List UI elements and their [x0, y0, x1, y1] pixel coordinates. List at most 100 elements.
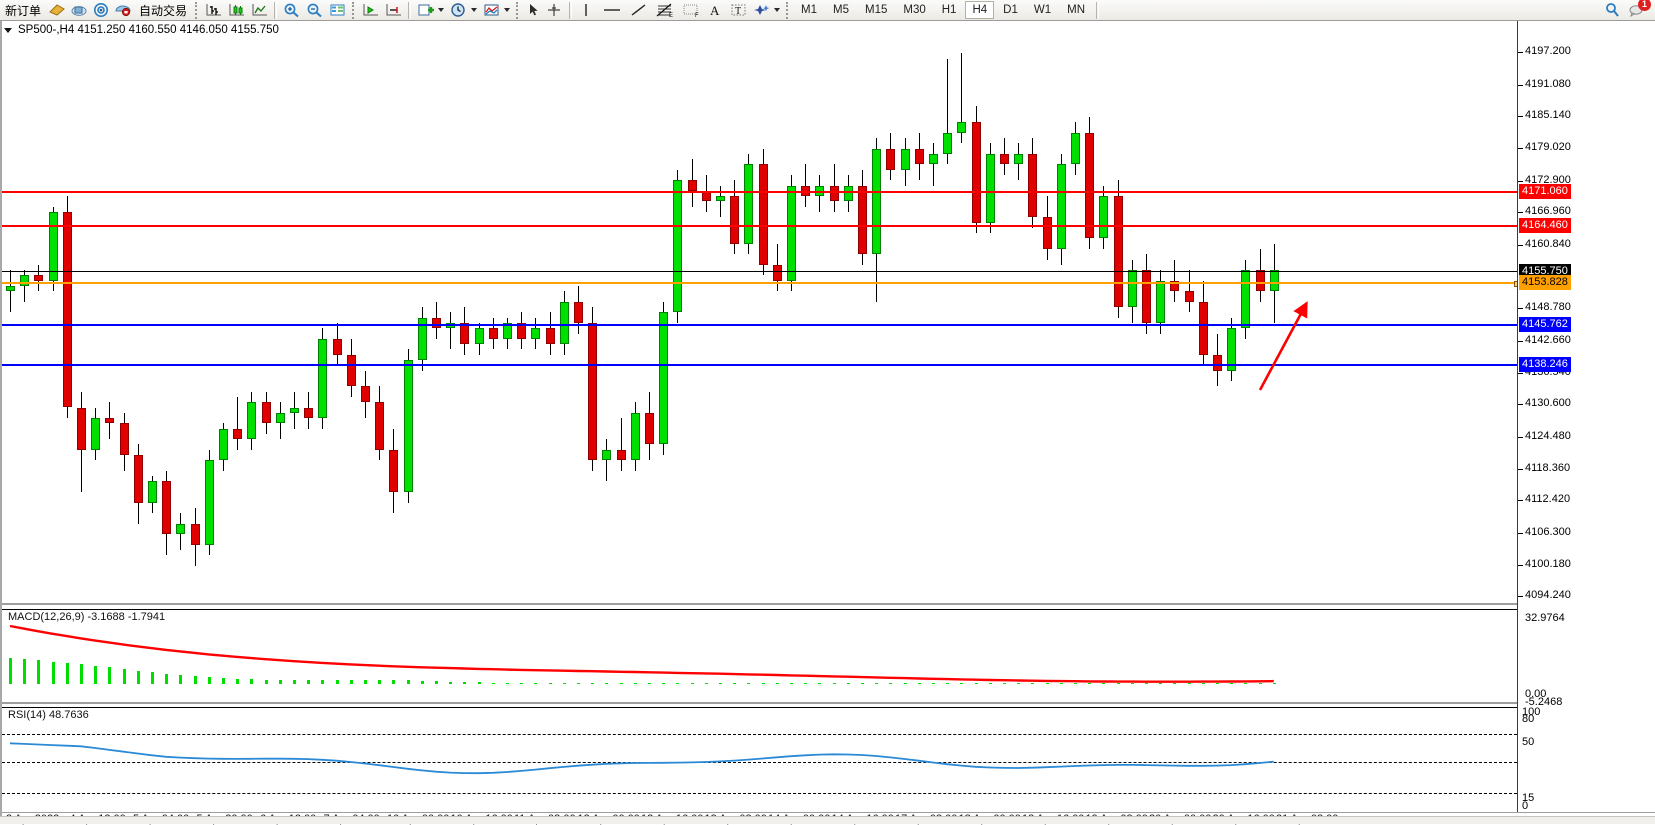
line-chart-icon[interactable]	[248, 1, 271, 20]
candle-body-bullish	[659, 312, 669, 445]
shapes-dropdown-caret[interactable]	[774, 8, 781, 12]
candle	[517, 35, 527, 603]
timeframe-m15[interactable]: M15	[865, 4, 888, 16]
cloud-icon[interactable]	[68, 1, 90, 20]
candle-body-bearish	[1255, 270, 1265, 292]
candle-body-bearish	[1198, 301, 1208, 355]
indicators-icon[interactable]	[414, 1, 437, 20]
templates-dropdown-caret[interactable]	[504, 8, 511, 12]
zoom-in-icon[interactable]	[280, 1, 303, 20]
indicators-dropdown-caret[interactable]	[438, 8, 445, 12]
candle-wick	[620, 418, 622, 471]
market-icon[interactable]	[112, 1, 134, 20]
candle	[1113, 35, 1123, 603]
toolbar-grip-1[interactable]	[195, 1, 199, 19]
macd-histogram-bar	[818, 682, 822, 684]
level-line-resistance-2[interactable]	[2, 225, 1517, 228]
macd-histogram-bar	[9, 658, 12, 684]
zoom-out-icon[interactable]	[303, 1, 326, 20]
vertical-line-icon[interactable]	[575, 1, 598, 20]
price-tick	[1518, 84, 1523, 86]
candle-body-bullish	[219, 428, 228, 461]
candlestick-chart-icon[interactable]	[225, 1, 248, 20]
rsi-guide-80	[2, 734, 1517, 736]
periods-dropdown-caret[interactable]	[471, 8, 478, 12]
macd-histogram-bar	[1102, 682, 1106, 684]
macd-histogram-bar	[1145, 682, 1148, 684]
up-arrow-annotation[interactable]	[2, 35, 1517, 603]
crosshair-icon[interactable]	[543, 1, 566, 20]
macd-histogram-bar	[988, 682, 992, 684]
chart-menu-caret-icon[interactable]	[4, 27, 12, 33]
timeframe-m1[interactable]: M1	[801, 4, 818, 16]
cursor-icon[interactable]	[523, 1, 543, 20]
macd-histogram-bar	[662, 682, 666, 684]
price-chip[interactable]: 4164.460	[1519, 218, 1571, 234]
timeframe-d1[interactable]: D1	[1003, 4, 1018, 16]
templates-icon[interactable]	[480, 1, 503, 20]
auto-scroll-icon[interactable]	[359, 1, 382, 20]
price-chip[interactable]: 4145.762	[1519, 317, 1571, 333]
level-line-support-2[interactable]	[2, 363, 1517, 366]
candle-body-bullish	[1056, 164, 1066, 249]
price-tick	[1518, 180, 1523, 182]
candle	[403, 35, 413, 603]
signals-icon[interactable]	[90, 1, 112, 20]
label-icon[interactable]: T	[727, 1, 750, 20]
candle-body-bullish	[1156, 280, 1166, 323]
new-order-icon[interactable]	[46, 1, 68, 20]
timeframe-h1[interactable]: H1	[941, 4, 957, 16]
price-chip[interactable]: 4153.828	[1519, 274, 1571, 290]
timeframe-m30[interactable]: M30	[903, 4, 926, 16]
macd-histogram-bar	[1244, 682, 1248, 684]
price-chip[interactable]: 4171.060	[1519, 183, 1571, 199]
shapes-icon[interactable]	[750, 1, 773, 20]
search-icon[interactable]	[1601, 1, 1625, 20]
price-tick	[1518, 404, 1523, 406]
autotrading-button[interactable]: 自动交易	[134, 0, 192, 20]
candle	[673, 35, 683, 603]
candle-body-bullish	[943, 132, 953, 154]
toolbar-grip-2[interactable]	[352, 1, 356, 19]
svg-text:E: E	[669, 13, 673, 18]
timeframe-m5[interactable]: M5	[833, 4, 849, 16]
candle-body-bullish	[204, 460, 214, 545]
timeframe-h4[interactable]: H4	[965, 1, 995, 19]
timeframe-w1[interactable]: W1	[1033, 4, 1052, 16]
rsi-pane[interactable]: RSI(14) 48.7636	[2, 707, 1517, 812]
macd-histogram-bar	[250, 679, 254, 684]
timeframe-mn[interactable]: MN	[1067, 4, 1085, 16]
chart-window[interactable]: SP500-,H4 4151.250 4160.550 4146.050 415…	[0, 21, 1655, 825]
rsi-title: RSI(14) 48.7636	[8, 709, 89, 721]
candle	[630, 35, 640, 603]
symbol-header[interactable]: SP500-,H4 4151.250 4160.550 4146.050 415…	[4, 24, 279, 36]
level-line-current-price[interactable]	[2, 271, 1517, 273]
data-window-icon[interactable]	[326, 1, 349, 20]
level-line-resistance-1[interactable]	[2, 190, 1517, 193]
macd-histogram-bar	[449, 681, 453, 684]
chart-shift-icon[interactable]	[382, 1, 405, 20]
candle-body-bullish	[531, 328, 541, 339]
price-chip[interactable]: 4138.246	[1519, 356, 1571, 372]
price-pane[interactable]	[2, 35, 1520, 603]
toolbar-grip-3[interactable]	[516, 1, 520, 19]
macd-histogram-bar	[761, 682, 765, 684]
fib-fan-icon[interactable]: F	[678, 1, 704, 20]
toolbar-grip-4[interactable]	[786, 1, 790, 19]
level-line-support-1[interactable]	[2, 324, 1517, 327]
trendline-icon[interactable]	[626, 1, 652, 20]
macd-histogram-bar	[1130, 682, 1134, 684]
bar-chart-icon[interactable]	[202, 1, 225, 20]
new-order-button[interactable]: 新订单	[0, 0, 46, 20]
horizontal-line-icon[interactable]	[598, 1, 626, 20]
macd-histogram-bar	[917, 682, 921, 684]
macd-histogram-bar	[676, 682, 680, 684]
notifications-icon[interactable]: 1	[1625, 0, 1651, 20]
fibonacci-icon[interactable]: E	[652, 1, 678, 20]
text-icon[interactable]: A	[704, 1, 727, 20]
periods-icon[interactable]	[447, 1, 470, 20]
price-tick	[1518, 116, 1523, 118]
candle	[91, 35, 101, 603]
price-scale[interactable]: 4197.200 4191.080 4185.140 4179.020 4172.900…	[1517, 21, 1655, 824]
macd-pane[interactable]: MACD(12,26,9) -3.1688 -1.7941	[2, 609, 1517, 701]
